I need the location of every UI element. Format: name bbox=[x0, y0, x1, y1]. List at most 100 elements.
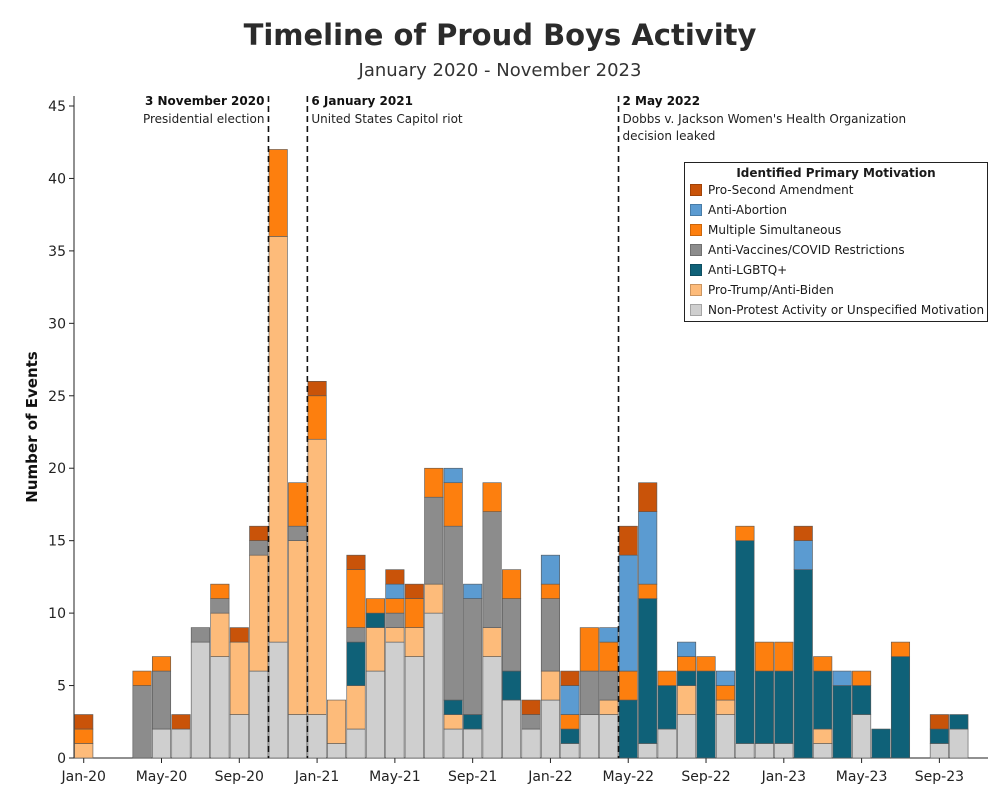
bar-segment bbox=[288, 482, 308, 527]
y-tick-label: 0 bbox=[57, 751, 66, 767]
legend-item: Anti-Vaccines/COVID Restrictions bbox=[690, 240, 987, 260]
bar-segment bbox=[424, 467, 444, 498]
bar-segment bbox=[502, 569, 522, 599]
bar-segment bbox=[74, 714, 94, 730]
bar-segment bbox=[210, 598, 230, 614]
bar-segment bbox=[424, 612, 444, 759]
legend-item: Anti-LGBTQ+ bbox=[690, 260, 987, 280]
bar-segment bbox=[190, 641, 210, 759]
bar-segment bbox=[132, 685, 152, 759]
legend-items: Pro-Second Amendment Anti-Abortion Multipl… bbox=[685, 180, 987, 320]
bar-segment bbox=[443, 699, 463, 715]
bar-segment bbox=[793, 540, 813, 570]
bar-segment bbox=[151, 670, 172, 730]
bar-segment bbox=[327, 699, 347, 744]
bar-segment bbox=[657, 670, 677, 686]
bar-segment bbox=[793, 569, 813, 759]
bar-segment bbox=[385, 569, 405, 585]
bar-segment bbox=[832, 685, 852, 759]
bar-segment bbox=[832, 670, 852, 686]
bar-segment bbox=[599, 699, 619, 715]
bar-segment bbox=[210, 656, 230, 759]
bar-segment bbox=[365, 627, 385, 672]
bar-segment bbox=[871, 728, 891, 759]
legend-label: Pro-Second Amendment bbox=[708, 183, 854, 197]
x-tick-label: Sep-22 bbox=[681, 769, 730, 785]
x-tick-label: May-21 bbox=[369, 769, 421, 785]
x-tick-label: Sep-21 bbox=[448, 769, 497, 785]
bar-segment bbox=[404, 656, 424, 759]
bar-segment bbox=[540, 554, 560, 585]
bar-segment bbox=[307, 438, 327, 715]
bar-segment bbox=[599, 670, 619, 701]
bar-segment bbox=[171, 728, 191, 759]
bar-segment bbox=[502, 598, 522, 672]
x-tick-label: May-22 bbox=[602, 769, 654, 785]
bar-segment bbox=[579, 670, 599, 715]
bar-segment bbox=[540, 670, 560, 701]
bar-segment bbox=[307, 395, 327, 440]
bar-segment bbox=[346, 627, 366, 643]
bar-segment bbox=[638, 598, 658, 744]
bar-segment bbox=[74, 743, 94, 759]
bar-segment bbox=[715, 714, 735, 759]
bar-segment bbox=[404, 627, 424, 657]
bar-segment bbox=[560, 714, 580, 730]
annotation-text: United States Capitol riot bbox=[311, 112, 463, 126]
bar-segment bbox=[210, 612, 230, 657]
bar-segment bbox=[618, 554, 638, 672]
bar-segment bbox=[774, 670, 794, 744]
bar-segment bbox=[210, 583, 230, 599]
bar-segment bbox=[521, 714, 541, 730]
bar-segment bbox=[132, 670, 152, 686]
bar-segment bbox=[579, 627, 599, 672]
bar-segment bbox=[288, 525, 308, 541]
bar-segment bbox=[268, 236, 288, 643]
bar-segment bbox=[852, 714, 872, 759]
legend-item: Non-Protest Activity or Unspecified Moti… bbox=[690, 300, 987, 320]
x-tick-label: Jan-21 bbox=[294, 769, 339, 785]
annotation-title: 6 January 2021 bbox=[311, 94, 413, 108]
bar-segment bbox=[268, 641, 288, 759]
legend-label: Anti-LGBTQ+ bbox=[708, 263, 788, 277]
bar-segment bbox=[949, 714, 969, 730]
legend-swatch bbox=[690, 204, 702, 216]
bar-segment bbox=[560, 728, 580, 744]
chart-title: Timeline of Proud Boys Activity bbox=[243, 18, 757, 52]
bar-segment bbox=[268, 149, 288, 237]
annotation-text: Presidential election bbox=[143, 112, 265, 126]
bar-segment bbox=[346, 554, 366, 570]
annotation-text: Dobbs v. Jackson Women's Health Organiza… bbox=[623, 112, 907, 126]
bar-segment bbox=[793, 525, 813, 541]
bar-segment bbox=[404, 598, 424, 628]
legend-item: Pro-Trump/Anti-Biden bbox=[690, 280, 987, 300]
bar-segment bbox=[385, 641, 405, 759]
bar-segment bbox=[754, 641, 774, 672]
legend-swatch bbox=[690, 264, 702, 276]
bar-segment bbox=[813, 728, 833, 744]
bar-segment bbox=[735, 540, 755, 744]
bar-segment bbox=[929, 743, 949, 759]
bar-segment bbox=[249, 554, 269, 672]
bar-segment bbox=[813, 743, 833, 759]
y-tick-label: 5 bbox=[57, 679, 66, 695]
annotation-title: 3 November 2020 bbox=[145, 94, 265, 108]
bar-segment bbox=[151, 656, 172, 672]
bar-segment bbox=[327, 743, 347, 759]
bar-segment bbox=[482, 656, 502, 759]
bar-segment bbox=[599, 714, 619, 759]
bar-segment bbox=[521, 699, 541, 715]
y-tick-label: 35 bbox=[48, 244, 66, 260]
y-tick-label: 45 bbox=[48, 99, 66, 115]
bar-segment bbox=[385, 583, 405, 599]
y-tick-label: 20 bbox=[48, 461, 66, 477]
bar-segment bbox=[618, 699, 638, 759]
bar-segment bbox=[346, 685, 366, 730]
bar-segment bbox=[677, 670, 697, 686]
bar-segment bbox=[443, 714, 463, 730]
bar-segment bbox=[560, 670, 580, 686]
bar-segment bbox=[443, 482, 463, 527]
annotation-text: decision leaked bbox=[623, 129, 716, 143]
